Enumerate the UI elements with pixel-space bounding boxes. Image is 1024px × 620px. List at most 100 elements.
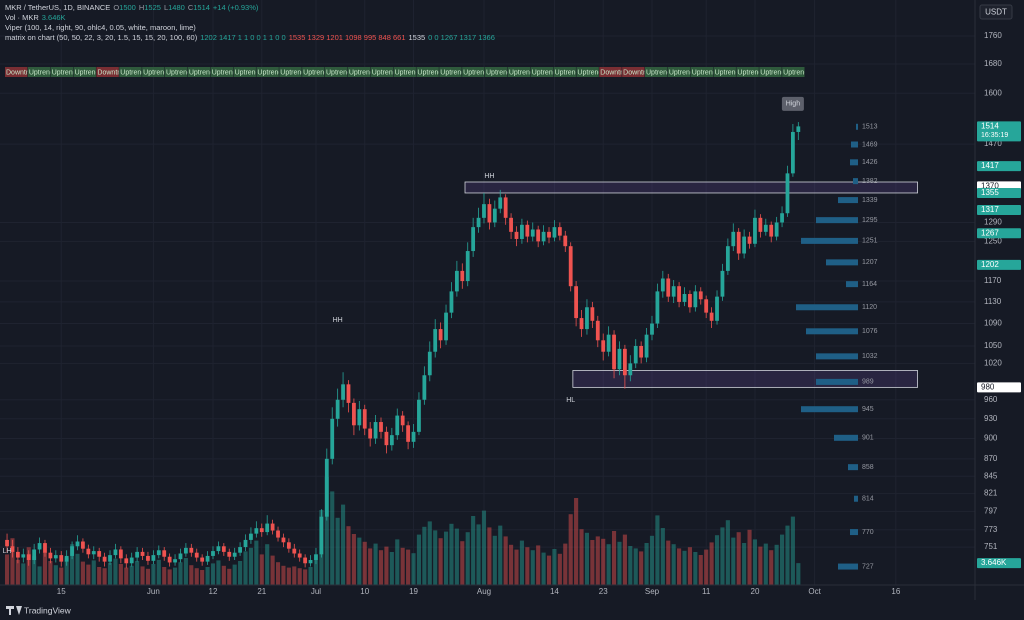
candle-body bbox=[178, 553, 183, 560]
trend-label: Uptrend bbox=[737, 69, 762, 76]
candle-body bbox=[216, 546, 221, 552]
y-tick-label: 870 bbox=[984, 454, 998, 463]
volume-bar bbox=[449, 523, 454, 585]
trend-label: Uptrend bbox=[235, 69, 260, 76]
volume-bar bbox=[265, 544, 270, 585]
x-tick-label: Jul bbox=[311, 587, 321, 596]
volume-bar bbox=[411, 553, 416, 585]
x-tick-label: Sep bbox=[645, 587, 660, 596]
volume-bar bbox=[552, 549, 557, 585]
candle-body bbox=[660, 278, 665, 292]
trend-cell bbox=[347, 67, 371, 77]
candles-layer bbox=[5, 122, 801, 569]
legend-header: MKR / TetherUS, 1D, BINANCE O1500 H1525 L14… bbox=[5, 3, 498, 43]
ohlc-key: H bbox=[138, 3, 145, 12]
profile-bar bbox=[816, 353, 858, 360]
candle-body bbox=[487, 204, 492, 223]
y-tick-label: 1050 bbox=[984, 341, 1002, 350]
candle-body bbox=[341, 384, 345, 400]
trend-cell bbox=[96, 67, 119, 77]
candle-body bbox=[590, 307, 595, 321]
volume-bar bbox=[519, 540, 524, 585]
volume-bar bbox=[639, 551, 644, 585]
volume-bar bbox=[216, 560, 221, 585]
y-tick-label: 1130 bbox=[984, 297, 1002, 306]
candle-body bbox=[26, 554, 31, 560]
candle-body bbox=[763, 224, 768, 232]
candle-body bbox=[319, 516, 324, 555]
volume-bar bbox=[525, 547, 530, 585]
trend-cell bbox=[233, 67, 256, 77]
candle-body bbox=[183, 547, 188, 554]
volume-bar bbox=[91, 560, 96, 585]
candle-body bbox=[796, 126, 801, 132]
candle-body bbox=[698, 291, 703, 300]
profile-bar bbox=[838, 197, 858, 204]
profile-level-label: 945 bbox=[862, 406, 874, 413]
volume-bar bbox=[368, 548, 373, 585]
volume-bar bbox=[590, 540, 595, 585]
candle-body bbox=[146, 555, 150, 561]
candle-body bbox=[129, 557, 134, 564]
candle-body bbox=[574, 286, 579, 319]
volume-bar bbox=[357, 537, 362, 585]
profile-level-label: 1339 bbox=[862, 197, 878, 204]
candle-body bbox=[585, 307, 589, 330]
trend-cell bbox=[667, 67, 691, 77]
trend-cell bbox=[530, 67, 554, 77]
trend-cell bbox=[165, 67, 188, 77]
volume-bar bbox=[471, 516, 476, 585]
volume-bar bbox=[693, 552, 698, 585]
volume-bar bbox=[443, 531, 449, 585]
volume-bar bbox=[476, 524, 481, 585]
volume-bar bbox=[227, 568, 232, 585]
volume-bar bbox=[151, 564, 156, 585]
trend-label: Uptrend bbox=[760, 69, 785, 76]
volume-bar bbox=[53, 565, 58, 585]
volume-bar bbox=[113, 558, 118, 585]
candle-body bbox=[259, 528, 264, 533]
volume-bar bbox=[481, 510, 487, 585]
candle-body bbox=[742, 236, 747, 254]
price-label: 1267 bbox=[981, 228, 999, 237]
y-tick-label: 960 bbox=[984, 395, 998, 404]
trend-cell bbox=[119, 67, 142, 77]
trend-label: Uptrend bbox=[783, 69, 808, 76]
candle-body bbox=[552, 227, 557, 238]
ohlc-key: L bbox=[163, 3, 169, 12]
trend-label: Uptrend bbox=[303, 69, 328, 76]
volume-bar bbox=[503, 536, 508, 585]
y-tick-label: 797 bbox=[984, 507, 998, 516]
trend-label: Uptrend bbox=[52, 69, 77, 76]
currency-button[interactable] bbox=[979, 4, 1013, 20]
ohlc-value: 1480 bbox=[168, 3, 185, 12]
volume-bar bbox=[655, 515, 660, 585]
volume-bar bbox=[546, 555, 552, 585]
trend-cell bbox=[210, 67, 234, 77]
volume-bar bbox=[64, 557, 69, 585]
volume-bar bbox=[682, 550, 687, 585]
candle-body bbox=[503, 197, 508, 218]
volume-bar bbox=[406, 549, 411, 585]
volume-bar bbox=[541, 552, 546, 585]
ohlc-key: C bbox=[187, 3, 194, 12]
candle-body bbox=[715, 296, 719, 321]
volume-bar bbox=[389, 552, 394, 585]
trend-cell bbox=[73, 67, 96, 77]
volume-bar bbox=[156, 559, 161, 585]
candle-body bbox=[666, 278, 671, 297]
volume-bar bbox=[731, 537, 736, 585]
candle-body bbox=[227, 551, 232, 557]
candle-body bbox=[335, 399, 340, 419]
volume-bar bbox=[584, 532, 590, 585]
candle-body bbox=[612, 334, 616, 370]
trend-label: Uptrend bbox=[120, 69, 145, 76]
candle-body bbox=[655, 291, 660, 324]
volume-bar bbox=[259, 554, 264, 585]
volume-bar bbox=[514, 549, 519, 585]
volume-bar bbox=[416, 534, 422, 585]
candle-body bbox=[194, 552, 199, 558]
candle-body bbox=[406, 425, 410, 442]
candle-body bbox=[747, 236, 752, 244]
currency-label[interactable]: USDT bbox=[985, 8, 1007, 17]
